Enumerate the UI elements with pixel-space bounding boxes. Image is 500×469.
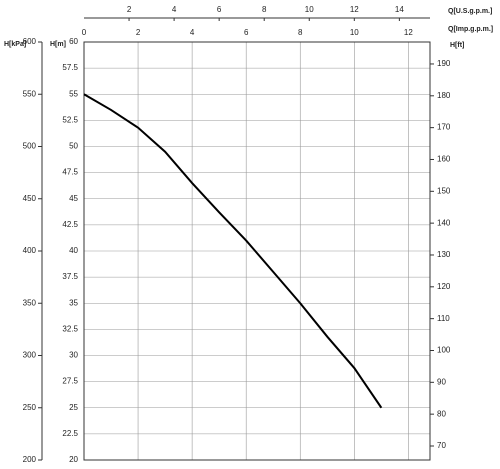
y-tick-label: 22.5 <box>62 429 78 438</box>
y2-tick-label: 160 <box>437 155 451 164</box>
y-tick-label: 37.5 <box>62 272 78 281</box>
y-tick-label: 25 <box>69 403 78 412</box>
y-tick-label: 42.5 <box>62 220 78 229</box>
x2-tick-label: 6 <box>217 5 222 14</box>
x-tick-label: 10 <box>350 28 359 37</box>
y-tick-label: 32.5 <box>62 324 78 333</box>
x2-tick-label: 2 <box>127 5 132 14</box>
y3-tick-label: 400 <box>23 246 37 255</box>
y3-tick-label: 300 <box>23 351 37 360</box>
y3-tick-label: 250 <box>23 403 37 412</box>
x-tick-label: 8 <box>298 28 303 37</box>
y2-tick-label: 130 <box>437 250 451 259</box>
y-tick-label: 52.5 <box>62 115 78 124</box>
y-tick-label: 27.5 <box>62 377 78 386</box>
y2-tick-label: 110 <box>437 314 450 323</box>
y2-tick-label: 100 <box>437 346 451 355</box>
y3-tick-label: 500 <box>23 142 37 151</box>
y3-tick-label: 200 <box>23 455 37 464</box>
y-tick-label: 60 <box>69 37 78 46</box>
x2-tick-label: 8 <box>262 5 267 14</box>
y-tick-label: 55 <box>69 89 78 98</box>
y2-tick-label: 120 <box>437 282 451 291</box>
y2-tick-label: 150 <box>437 186 451 195</box>
y-tick-label: 45 <box>69 194 78 203</box>
pump-curve <box>83 93 383 409</box>
y2-tick-label: 180 <box>437 91 451 100</box>
y-tick-label: 20 <box>69 455 78 464</box>
x-tick-label: 0 <box>82 28 87 37</box>
x2-tick-label: 14 <box>395 5 404 14</box>
x2-tick-label: 10 <box>305 5 314 14</box>
x-tick-label: 12 <box>404 28 413 37</box>
y3-tick-label: 600 <box>23 37 37 46</box>
y2-tick-label: 80 <box>437 409 446 418</box>
y-axis-label: H[m] <box>50 41 66 48</box>
x-tick-label: 6 <box>244 28 249 37</box>
y3-tick-label: 450 <box>23 194 37 203</box>
y-tick-label: 47.5 <box>62 168 78 177</box>
y-tick-label: 35 <box>69 298 78 307</box>
x2-axis-label: Q[U.S.g.p.m.] <box>448 8 492 15</box>
y2-tick-label: 90 <box>437 377 446 386</box>
y3-axis-label: H[kPa] <box>4 41 26 48</box>
y-tick-label: 57.5 <box>62 63 78 72</box>
plot-frame <box>83 41 431 461</box>
y2-axis-label: H[ft] <box>450 42 464 49</box>
y2-tick-label: 190 <box>437 59 451 68</box>
x-tick-label: 2 <box>136 28 141 37</box>
y2-tick-label: 70 <box>437 441 446 450</box>
x2-tick-label: 12 <box>350 5 359 14</box>
y3-tick-label: 350 <box>23 298 37 307</box>
x2-tick-label: 4 <box>172 5 177 14</box>
x-axis-label: Q[Imp.g.p.m.] <box>448 26 493 33</box>
y2-tick-label: 140 <box>437 218 451 227</box>
x-tick-label: 4 <box>190 28 195 37</box>
y-tick-label: 40 <box>69 246 78 255</box>
y3-tick-label: 550 <box>23 89 37 98</box>
y2-tick-label: 170 <box>437 123 451 132</box>
y-tick-label: 30 <box>69 351 78 360</box>
y-tick-label: 50 <box>69 142 78 151</box>
